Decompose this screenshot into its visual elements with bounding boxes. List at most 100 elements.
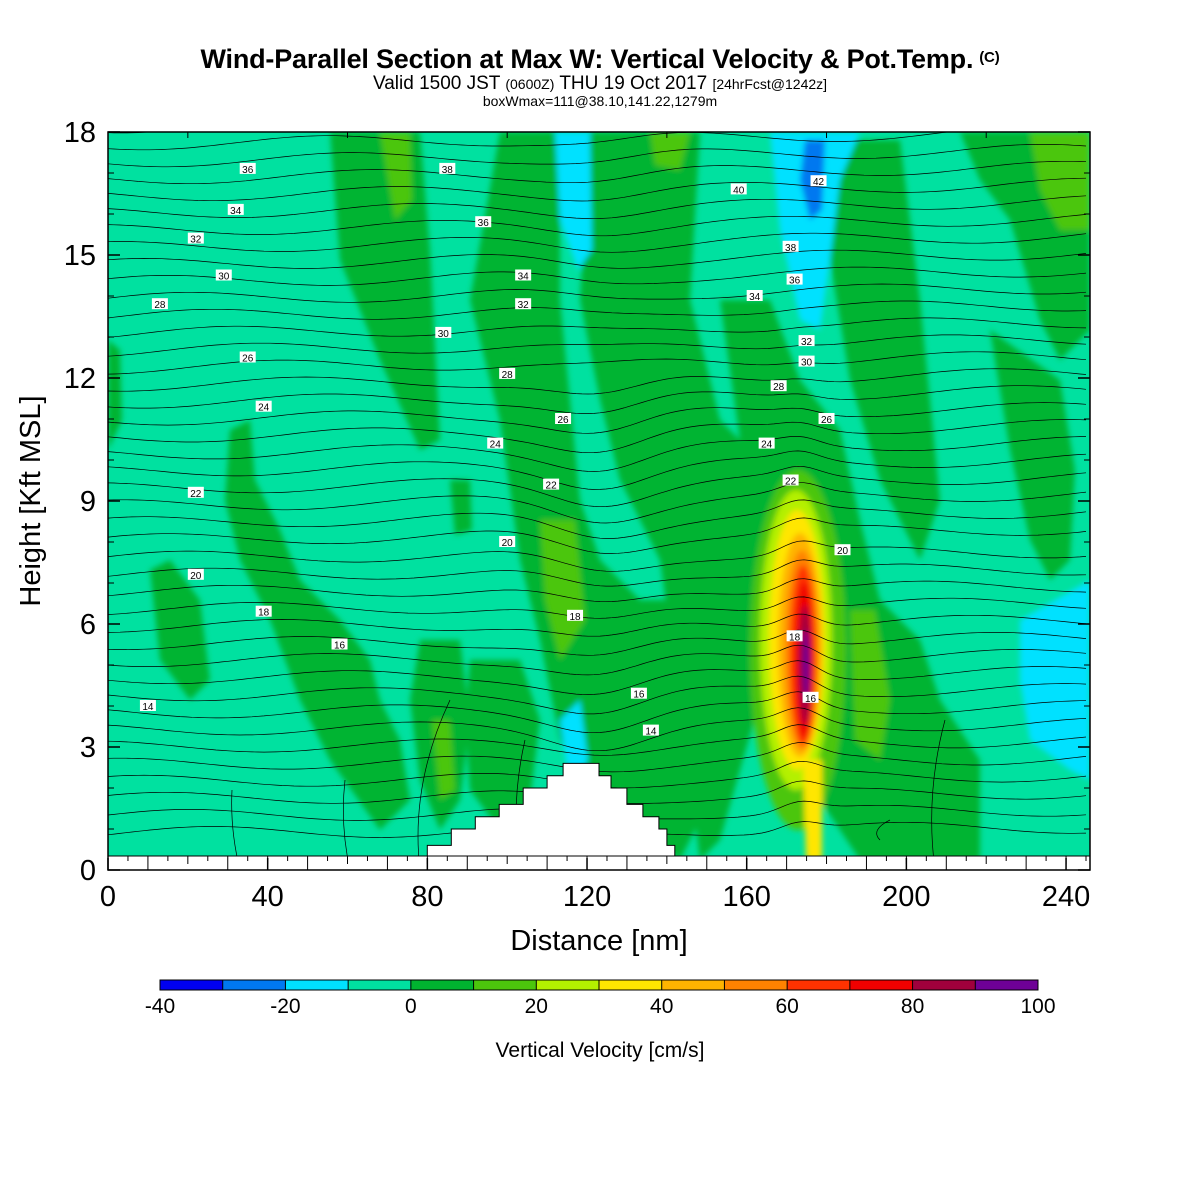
contour-label: 14 xyxy=(645,727,657,738)
valid-date: THU 19 Oct 2017 xyxy=(559,73,708,94)
contour-label-box xyxy=(786,273,803,285)
contour-label-box xyxy=(810,175,827,187)
y-tick-label: 12 xyxy=(64,363,96,395)
vertical-velocity-field: 36 38 40 42 34 36 38 32 34 36 30 32 34 28 30 32 26 28 30 28… xyxy=(108,94,1090,870)
contour-label-box xyxy=(630,687,647,699)
updraft-band xyxy=(720,300,980,860)
potential-temperature-contours xyxy=(108,94,1087,870)
contour-label: 34 xyxy=(749,292,761,303)
contour-labels: 36 38 40 42 34 36 38 32 34 36 30 32 34 28 30 32 26 28 30 28… xyxy=(139,162,851,738)
colorbar: -40 -20 0 20 40 60 80 100 xyxy=(145,979,1056,1018)
contour-label-box xyxy=(555,413,572,424)
x-axis-label: Distance [nm] xyxy=(510,925,687,957)
isentrope-line xyxy=(876,819,891,841)
x-tick-label: 0 xyxy=(100,881,116,913)
x-tick-label: 160 xyxy=(723,881,771,913)
x-tick-label: 240 xyxy=(1042,881,1090,913)
contour-label-box xyxy=(475,216,492,228)
contour-label-box xyxy=(782,474,799,486)
updraft-band xyxy=(830,140,940,560)
contour-label-box xyxy=(642,724,659,736)
isentrope-line xyxy=(108,249,1087,269)
contour-label: 22 xyxy=(546,481,558,492)
chart-title: Wind-Parallel Section at Max W: Vertical… xyxy=(0,44,1200,75)
contour-label-box xyxy=(187,568,204,580)
surface-strip xyxy=(108,856,1090,870)
contour-label-box xyxy=(818,413,835,424)
y-tick-label: 0 xyxy=(80,855,96,887)
contour-label-box xyxy=(770,380,787,392)
colorbar-tick-label: -20 xyxy=(270,995,300,1018)
contour-label-box xyxy=(730,183,747,195)
colorbar-swatch xyxy=(912,980,976,990)
contour-label: 26 xyxy=(242,354,254,365)
colorbar-tick-label: -40 xyxy=(145,995,175,1018)
isentrope-line xyxy=(108,317,1087,338)
contour-label: 18 xyxy=(569,612,581,623)
colorbar-swatch xyxy=(222,980,286,990)
contour-label-box xyxy=(499,367,516,379)
contour-label: 38 xyxy=(442,165,454,176)
box-info: boxWmax=111@38.10,141.22,1279m xyxy=(482,93,718,109)
isentrope-line xyxy=(108,160,1087,185)
isentrope-line xyxy=(108,419,1087,454)
contour-label-box xyxy=(543,478,560,490)
x-tick-label: 40 xyxy=(252,881,284,913)
valid-utc: (0600Z) xyxy=(505,76,555,92)
contour-label: 18 xyxy=(258,608,270,619)
contour-label-box xyxy=(515,269,532,281)
isentrope-line xyxy=(108,578,1087,603)
isentrope-line xyxy=(108,724,1087,756)
contour-label-box xyxy=(439,162,456,174)
colorbar-tick-label: 80 xyxy=(901,995,924,1018)
contour-label-box xyxy=(215,269,232,281)
colorbar-swatch xyxy=(975,980,1039,990)
contour-label: 20 xyxy=(837,546,849,557)
updraft-stem xyxy=(803,760,822,860)
colorbar-swatch xyxy=(661,980,725,990)
isentrope-line xyxy=(108,283,1087,303)
updraft-band-strong xyxy=(540,520,585,660)
isentrope-line xyxy=(108,450,1087,490)
contour-label-box xyxy=(786,630,803,642)
isentrope-line xyxy=(108,232,1087,253)
isentrope-line xyxy=(108,559,1087,587)
isentrope-line xyxy=(417,699,451,870)
updraft-band xyxy=(990,330,1075,580)
colorbar-swatch xyxy=(410,980,475,990)
updraft-band xyxy=(470,132,700,860)
isentrope-line xyxy=(108,266,1087,286)
colorbar-tick-label: 20 xyxy=(525,995,548,1018)
contour-label-box xyxy=(567,609,584,621)
isentrope-line xyxy=(108,465,1087,508)
contour-label: 32 xyxy=(801,337,813,348)
isentrope-line xyxy=(108,214,1087,237)
contour-label: 28 xyxy=(154,300,166,311)
contour-label: 40 xyxy=(733,185,745,196)
contour-label-box xyxy=(435,326,452,338)
contour-label-box xyxy=(255,400,272,412)
isentrope-line xyxy=(108,94,1086,116)
colorbar-swatch xyxy=(348,980,412,990)
isentrope-line xyxy=(108,629,1087,656)
x-tick-label: 120 xyxy=(563,881,611,913)
contour-label-box xyxy=(227,203,244,215)
isentrope-line xyxy=(108,613,1087,637)
contour-label: 14 xyxy=(142,702,154,713)
contour-label: 26 xyxy=(821,415,833,426)
colorbar-swatch xyxy=(849,980,914,990)
contour-label: 18 xyxy=(789,632,801,643)
contour-label-box xyxy=(151,298,168,310)
isentrope-line xyxy=(108,143,1087,168)
contour-label: 26 xyxy=(558,415,570,426)
contour-label-box xyxy=(515,298,532,310)
isentrope-line xyxy=(108,517,1087,554)
updraft-band-strong xyxy=(1030,132,1090,230)
contour-label: 20 xyxy=(502,538,514,549)
colorbar-swatch xyxy=(787,980,851,990)
copyright-mark: (C) xyxy=(979,49,1000,66)
contour-label: 24 xyxy=(258,403,270,414)
updraft-band xyxy=(580,132,760,860)
colorbar-tick-label: 60 xyxy=(775,995,798,1018)
